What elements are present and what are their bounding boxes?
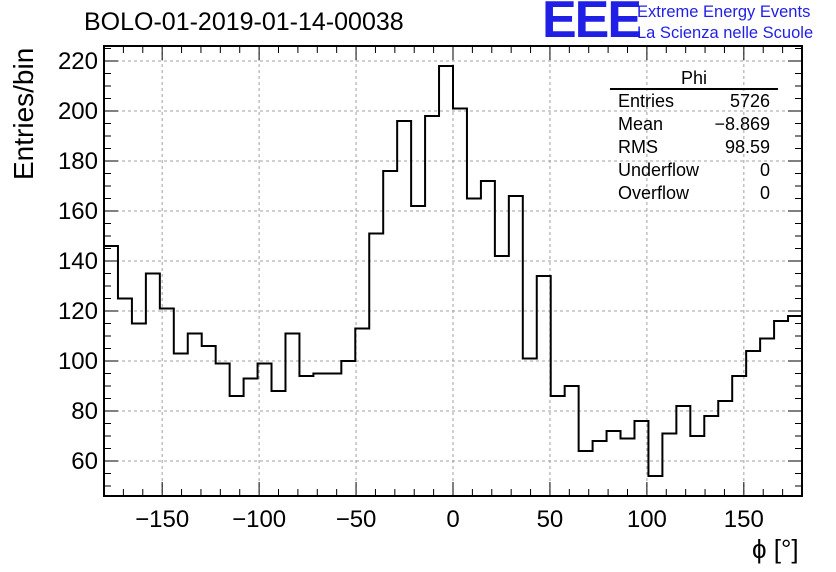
y-axis-label: Entries/bin (8, 47, 39, 180)
stats-value: 0 (759, 160, 770, 180)
stats-value: 0 (759, 183, 770, 203)
logo-text-line2: La Scienza nelle Scuole (637, 24, 814, 42)
stats-label: RMS (618, 137, 658, 157)
y-tick-label: 160 (58, 198, 98, 225)
stats-row-entries: Entries 5726 (610, 90, 778, 113)
x-tick-label: −150 (135, 506, 189, 533)
stats-box-title: Phi (610, 68, 778, 90)
stats-box: Phi Entries 5726 Mean −8.869 RMS 98.59 U… (610, 68, 778, 205)
stats-value: 5726 (729, 91, 770, 111)
stats-value: −8.869 (714, 114, 770, 134)
x-tick-labels: −150 −100 −50 0 50 100 150 (135, 506, 764, 533)
y-tick-label: 140 (58, 248, 98, 275)
y-tick-labels: 60 80 100 120 140 160 180 200 220 (58, 48, 98, 475)
x-tick-label: 100 (627, 506, 667, 533)
plot-frame (103, 45, 803, 497)
chart-title: BOLO-01-2019-01-14-00038 (84, 8, 404, 36)
stats-row-rms: RMS 98.59 (610, 136, 778, 159)
x-axis-label: ϕ [°] (752, 534, 799, 564)
y-tick-label: 100 (58, 348, 98, 375)
y-tick-label: 80 (71, 398, 98, 425)
x-tick-label: −50 (336, 506, 377, 533)
x-tick-label: 0 (446, 506, 459, 533)
eee-logo: EEE (542, 0, 642, 49)
logo-text-line1: Extreme Energy Events (637, 3, 811, 21)
y-tick-label: 200 (58, 98, 98, 125)
y-tick-label: 60 (71, 448, 98, 475)
y-tick-label: 220 (58, 48, 98, 75)
grid-lines (104, 46, 802, 496)
stats-label: Underflow (618, 160, 700, 180)
y-tick-label: 120 (58, 298, 98, 325)
histogram-line (104, 65, 802, 477)
x-tick-label: −100 (232, 506, 286, 533)
stats-label: Mean (618, 114, 664, 134)
stats-row-underflow: Underflow 0 (610, 159, 778, 182)
stats-label: Overflow (618, 183, 690, 203)
axis-ticks (103, 46, 803, 496)
stats-row-mean: Mean −8.869 (610, 113, 778, 136)
stats-row-overflow: Overflow 0 (610, 182, 778, 205)
stats-label: Entries (618, 91, 675, 111)
x-tick-label: 50 (537, 506, 564, 533)
x-tick-label: 150 (724, 506, 764, 533)
stats-value: 98.59 (724, 137, 770, 157)
y-tick-label: 180 (58, 148, 98, 175)
